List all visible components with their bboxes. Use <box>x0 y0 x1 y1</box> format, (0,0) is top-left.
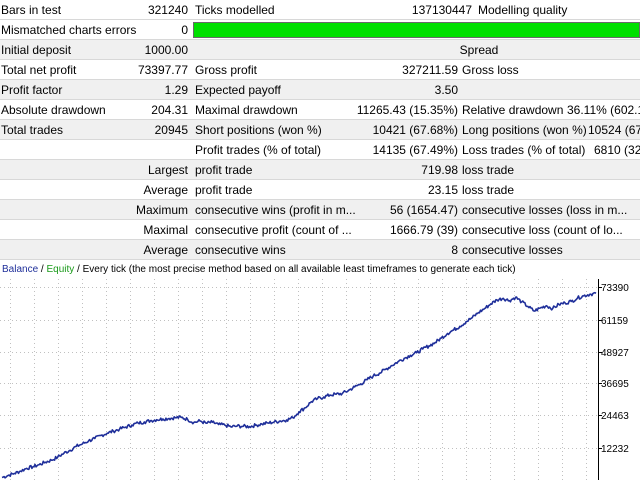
report-cell: Average <box>143 243 188 257</box>
report-cell: consecutive losses <box>462 243 563 257</box>
report-cell: Loss trades (% of total) <box>462 143 586 157</box>
report-cell: consecutive wins <box>195 243 286 257</box>
report-cell: profit trade <box>195 163 253 177</box>
row-separator <box>0 79 640 80</box>
report-cell: Maximal <box>143 223 188 237</box>
report-cell: 0 <box>181 23 188 37</box>
report-cell: Largest <box>147 163 188 177</box>
report-cell: Profit trades (% of total) <box>195 143 322 157</box>
report-cell: consecutive losses (loss in m... <box>462 203 628 217</box>
report-row: Average profit trade 23.15 loss trade <box>0 180 640 200</box>
row-separator <box>0 119 640 120</box>
row-separator <box>0 259 640 260</box>
report-cell: consecutive loss (count of lo... <box>462 223 623 237</box>
report-row: Total net profit 73397.77 Gross profit 3272… <box>0 60 640 80</box>
report-cell: Maximal drawdown <box>195 103 298 117</box>
report-cell: Total trades <box>1 123 64 137</box>
y-tick-label: 12232 <box>601 444 629 455</box>
report-cell: Spread <box>459 43 499 57</box>
report-row: Profit factor 1.29 Expected payoff 3.50 <box>0 80 640 100</box>
report-row: Profit trades (% of total) 14135 (67.49%)… <box>0 140 640 160</box>
report-row: Average consecutive wins 8 consecutive loss… <box>0 240 640 260</box>
report-cell: 3.50 <box>434 83 458 97</box>
report-row: Mismatched charts errors 0 <box>0 20 640 40</box>
report-cell: Average <box>143 183 188 197</box>
report-cell: Mismatched charts errors <box>1 23 137 37</box>
report-cell: Modelling quality <box>478 3 568 17</box>
report-cell: Gross profit <box>195 63 258 77</box>
balance-series-line <box>1 291 597 479</box>
row-separator <box>0 39 640 40</box>
y-tick-label: 36695 <box>601 379 629 390</box>
legend-separator: / <box>38 264 47 275</box>
report-cell: 327211.59 <box>402 63 458 77</box>
report-cell: loss trade <box>462 163 515 177</box>
row-separator <box>0 59 640 60</box>
report-cell: Long positions (won %) <box>462 123 587 137</box>
report-row: Absolute drawdown 204.31 Maximal drawdown 1… <box>0 100 640 120</box>
report-cell: Expected payoff <box>195 83 281 97</box>
legend-modelling-method: / Every tick (the most precise method ba… <box>74 264 516 275</box>
report-cell: profit trade <box>195 183 253 197</box>
row-separator <box>0 199 640 200</box>
row-separator <box>0 159 640 160</box>
row-separator <box>0 219 640 220</box>
report-cell: 10524 (67. <box>588 123 640 137</box>
report-cell: consecutive wins (profit in m... <box>195 203 356 217</box>
legend-equity[interactable]: Equity <box>46 264 75 275</box>
report-cell: 719.98 <box>421 163 458 177</box>
report-cell: 56 (1654.47) <box>389 203 458 217</box>
row-separator <box>0 139 640 140</box>
report-cell: Profit factor <box>1 83 63 97</box>
report-row: Bars in test 321240 Ticks modelled 13713044… <box>0 0 640 20</box>
report-cell: Maximum <box>135 203 188 217</box>
report-row: Total trades 20945 Short positions (won %)… <box>0 120 640 140</box>
report-cell: 20945 <box>154 123 188 137</box>
report-row: Maximum consecutive wins (profit in m... 5… <box>0 200 640 220</box>
report-cell: 137130447 <box>411 3 472 17</box>
report-cell: 321240 <box>147 3 188 17</box>
report-cell: 73397.77 <box>137 63 188 77</box>
y-tick-label: 48927 <box>601 348 629 359</box>
test-report-table: Bars in test 321240 Ticks modelled 13713044… <box>0 0 640 260</box>
y-tick-label: 24463 <box>601 411 629 422</box>
y-tick-label: 61159 <box>601 316 629 327</box>
report-cell: Gross loss <box>462 63 519 77</box>
row-separator <box>0 19 640 20</box>
report-cell: 10421 (67.68%) <box>372 123 458 137</box>
report-cell: 6810 (32. <box>594 143 640 157</box>
report-cell: 14135 (67.49%) <box>372 143 458 157</box>
report-cell: 1666.79 (39) <box>389 223 458 237</box>
report-row: Largest profit trade 719.98 loss trade <box>0 160 640 180</box>
report-cell: 11265.43 (15.35%) <box>356 103 458 117</box>
report-cell: 23.15 <box>427 183 458 197</box>
balance-chart: 73390 61159 48927 36695 24463 12232 Balance /… <box>0 261 640 480</box>
report-cell: 204.31 <box>151 103 188 117</box>
report-cell: 1000.00 <box>144 43 188 57</box>
mismatched-errors-bar <box>193 22 640 38</box>
row-separator <box>0 179 640 180</box>
report-cell: loss trade <box>462 183 515 197</box>
report-cell: Initial deposit <box>1 43 72 57</box>
report-row: Maximal consecutive profit (count of ... 1… <box>0 220 640 240</box>
report-cell: 1.29 <box>164 83 188 97</box>
report-cell: Absolute drawdown <box>1 103 106 117</box>
row-separator <box>0 239 640 240</box>
report-cell: Bars in test <box>1 3 62 17</box>
report-row: Initial deposit 1000.00 Spread <box>0 40 640 60</box>
y-tick-label: 73390 <box>601 283 629 294</box>
chart-legend: Balance / Equity / Every tick (the most … <box>2 262 516 278</box>
legend-balance[interactable]: Balance <box>2 264 39 275</box>
balance-chart-svg: 73390 61159 48927 36695 24463 12232 <box>0 279 629 480</box>
report-cell: Relative drawdown <box>462 103 564 117</box>
report-cell: 8 <box>451 243 458 257</box>
report-cell: Short positions (won %) <box>195 123 322 137</box>
report-cell: 36.11% (602.1 <box>567 103 640 117</box>
report-cell: Total net profit <box>1 63 77 77</box>
report-cell: Ticks modelled <box>195 3 275 17</box>
row-separator <box>0 99 640 100</box>
report-cell: consecutive profit (count of ... <box>195 223 352 237</box>
